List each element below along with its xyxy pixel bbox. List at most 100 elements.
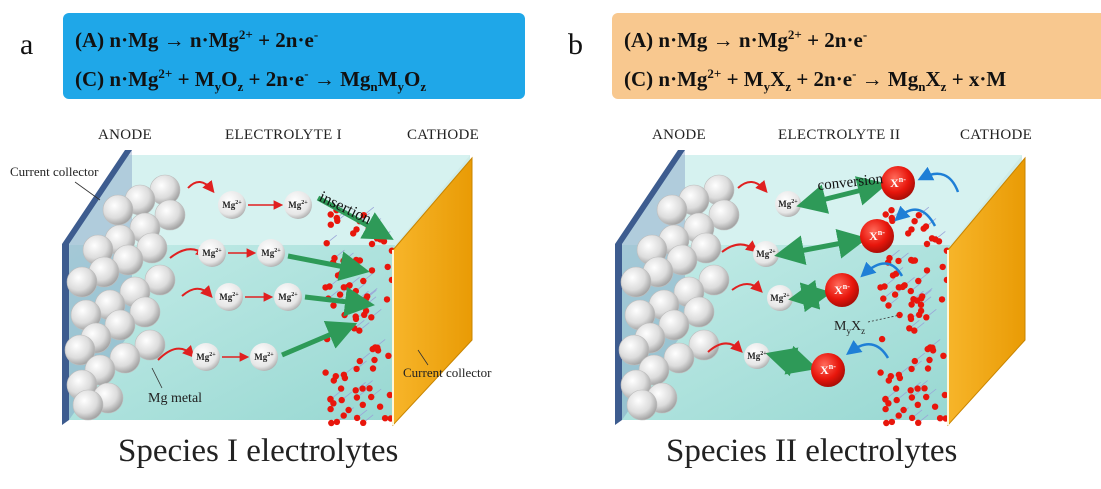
mg-ion-label: Mg2+ [778,199,798,209]
cathode-particle [908,365,915,373]
mg-ion-label: Mg2+ [770,293,790,303]
cathode-particle [371,356,378,364]
header-anode-b: ANODE [652,127,706,143]
cathode-particle [878,335,886,343]
header-electrolyte-b: ELECTROLYTE II [778,127,901,143]
anode-reaction-a: (A) n·Mg → n·Mg2+ + 2n·e- [75,27,319,52]
cathode-particle [333,418,341,426]
cathode-particle [917,301,925,308]
panel-a-letter: a [20,28,34,61]
cathode-particle [353,414,361,422]
cathode-particle [359,385,366,392]
cathode-particle [341,311,348,319]
cathode-particle [891,291,899,298]
cathode-particle [907,387,914,394]
cathode-particle [907,287,914,295]
mg-metal-ball [154,199,186,231]
cathode-particle [327,405,334,413]
cathode-particle [914,385,921,392]
cathode-particle [895,257,902,265]
cathode-particle [914,401,921,408]
cathode-particle [938,296,946,303]
myxz-label: MyXz [834,319,865,336]
mg-ion-label: Mg2+ [222,200,242,210]
header-electrolyte-a: ELECTROLYTE I [225,127,342,143]
cathode-particle [939,263,946,271]
equation-box-b: (A) n·Mg → n·Mg2+ + 2n·e- (C) n·Mg2+ + M… [612,13,1101,99]
cathode-particle [362,307,370,315]
caption-species-ii: Species II electrolytes [666,433,958,469]
cathode-particle [906,325,913,332]
current-collector-label-right: Current collector [403,365,492,380]
cathode-particle [881,283,888,290]
mg-metal-ball [144,264,176,296]
cathode-particle [905,230,912,237]
mg-metal-ball [698,264,730,296]
cathode-particle [366,385,373,392]
mg-metal-ball [129,296,161,328]
cathode-particle [885,377,892,384]
cathode-particle [915,419,922,426]
cathode-particle [920,225,927,232]
cathode-particle [932,236,939,243]
cathode-particle [384,263,391,271]
cathode-particle [330,377,337,384]
ion-flow-b [707,166,960,387]
header-cathode-b: CATHODE [960,127,1033,143]
panel-b-letter: b [568,28,583,61]
cathode-particle [368,240,376,248]
cathode-particle [377,236,384,243]
cathode-particle [368,267,376,274]
cathode-particle [882,405,889,413]
cathode-particle [911,357,918,365]
cathode-particle [386,391,394,399]
cathode-particle [340,257,347,265]
mg-ion-label: Mg2+ [278,292,298,302]
cathode-particle [917,307,925,315]
cathode-reaction-b: (C) n·Mg2+ + MyXz + 2n·e- → MgnXz + x·M [624,66,1007,95]
cathode-particle [326,283,333,290]
mg-ion-label: Mg2+ [219,292,239,302]
mg-metal-ball [708,199,740,231]
cathode-particle [331,254,338,262]
header-anode-a: ANODE [98,127,152,143]
conversion-label: conversion [817,171,885,194]
current-collector-label-left: Current collector [10,164,99,179]
cathode-particle [330,400,337,407]
cathode-particle [369,365,377,372]
cathode-particle [940,352,947,359]
cathode-particle [376,403,384,410]
cathode-particle [923,267,931,274]
cathode-particle [923,240,931,248]
cathode-particle [383,296,391,303]
cathode-particle [895,371,903,378]
cathode-particle [368,314,375,321]
mg-metal-ball [134,329,166,361]
mg-metal-ball [663,342,695,374]
cathode-particle [877,369,884,376]
cathode-particle [885,302,892,309]
cathode-particle [360,419,367,426]
header-cathode-a: CATHODE [407,127,480,143]
cathode-particle [337,385,345,392]
mg-metal-ball [66,266,98,298]
cathode-particle [351,325,358,332]
cathode-particle [368,393,375,401]
cathode-particle [908,414,916,422]
mg-metal-ball [683,296,715,328]
cathode-particle [322,369,329,376]
cathode-particle [888,207,895,214]
cathode-particle [360,277,367,285]
mg-metal-ball [626,389,658,421]
cathode-particle [900,406,907,414]
cathode-particle [895,284,902,291]
cathode-particle [330,302,337,309]
cathode-particle [941,391,949,399]
cathode-particle [372,344,379,351]
cathode-particle [913,297,921,304]
mg-metal-ball [72,389,104,421]
cathode-particle [909,257,917,264]
cathode-particle [911,218,918,225]
cathode-particle [915,212,922,219]
